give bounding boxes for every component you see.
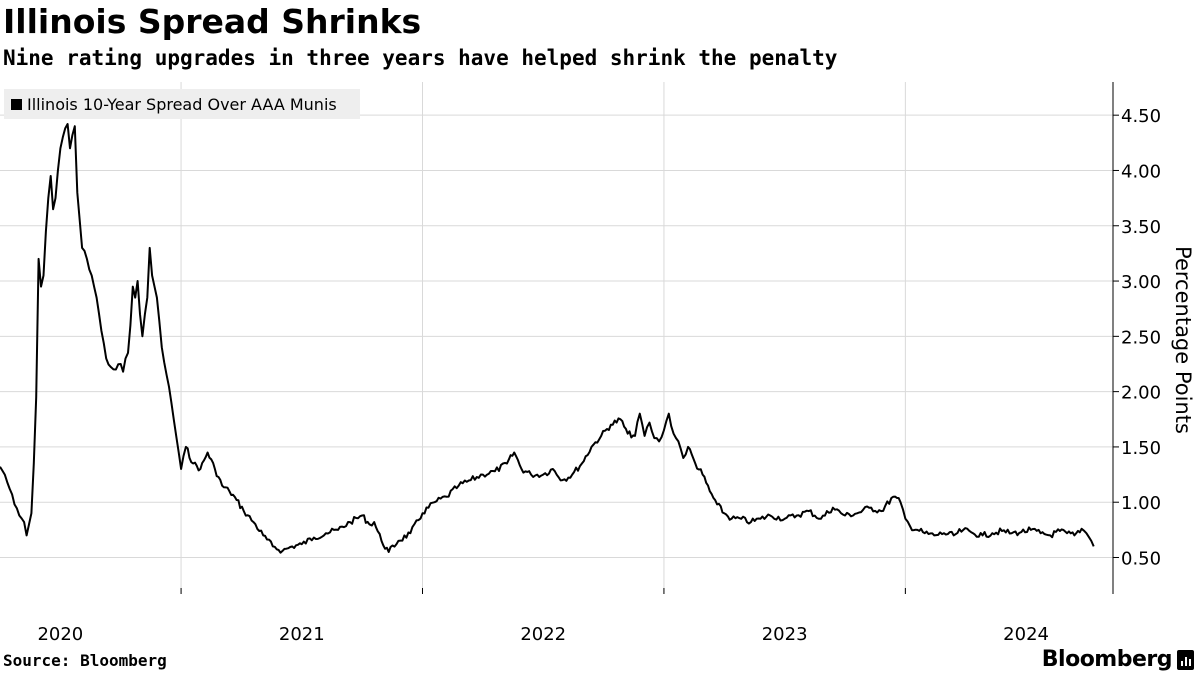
legend: Illinois 10-Year Spread Over AAA Munis (4, 89, 360, 119)
chart-subtitle: Nine rating upgrades in three years have… (3, 46, 838, 70)
x-tick-label: 2022 (520, 624, 566, 645)
y-tick-label: 4.00 (1121, 161, 1161, 182)
y-tick-label: 1.00 (1121, 493, 1161, 514)
y-tick-label: 0.50 (1121, 549, 1161, 570)
series-line (0, 123, 1095, 554)
legend-label: Illinois 10-Year Spread Over AAA Munis (27, 94, 337, 114)
y-tick-label: 2.00 (1121, 383, 1161, 404)
x-tick-label: 2024 (1003, 624, 1049, 645)
axis-layer: 0.50 1.00 1.50 2.00 2.50 3.00 3.50 4.00 4.50 2020… (37, 82, 1161, 645)
chart-title: Illinois Spread Shrinks (3, 2, 422, 41)
source-note: Source: Bloomberg (3, 651, 167, 670)
y-tick-label: 3.50 (1121, 217, 1161, 238)
bar-chart-icon (1177, 650, 1194, 670)
x-tick-label: 2021 (279, 624, 325, 645)
x-tick-label: 2020 (37, 624, 83, 645)
legend-swatch (11, 98, 22, 110)
grid-layer (0, 82, 1113, 594)
series-layer (0, 123, 1095, 554)
brand-logo: Bloomberg (1041, 647, 1173, 672)
x-tick-label: 2023 (762, 624, 808, 645)
y-tick-label: 4.50 (1121, 106, 1161, 127)
y-axis-label: Percentage Points (1171, 246, 1195, 434)
y-tick-label: 1.50 (1121, 438, 1161, 459)
y-tick-label: 3.00 (1121, 272, 1161, 293)
y-tick-label: 2.50 (1121, 327, 1161, 348)
